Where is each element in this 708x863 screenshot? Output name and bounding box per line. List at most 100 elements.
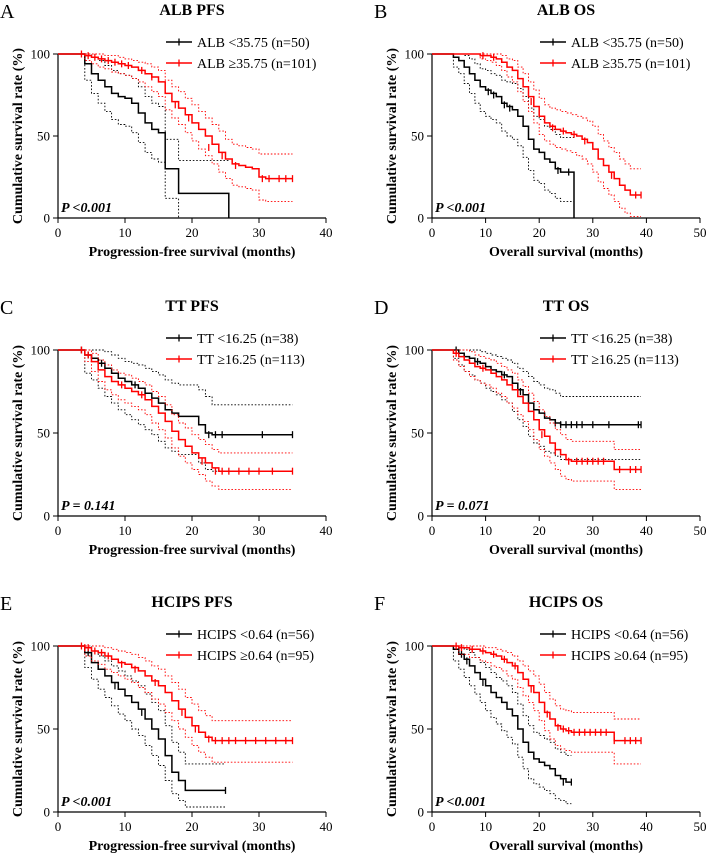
survival-curve <box>432 645 572 783</box>
legend-label: TT <16.25 (n=38) <box>571 332 673 347</box>
p-value-f: P <0.001 <box>435 795 486 810</box>
y-tick-label: 0 <box>418 211 425 226</box>
ci-upper-line <box>432 645 572 757</box>
y-tick-label: 0 <box>44 509 51 524</box>
legend-label: ALB <35.75 (n=50) <box>571 36 684 51</box>
x-tick-label: 0 <box>55 819 62 834</box>
x-tick-label: 10 <box>479 819 492 834</box>
survival-curve <box>432 53 641 196</box>
x-tick-label: 30 <box>586 819 599 834</box>
panel-c: C TT PFS 0 10 20 30 40 0 50 100 Progression-free s… <box>0 297 333 558</box>
legend-label: HCIPS <0.64 (n=56) <box>197 628 315 643</box>
chart-title-b: ALB OS <box>537 2 595 19</box>
survival-curve <box>432 645 641 742</box>
panel-letter-a: A <box>0 1 15 23</box>
panel-letter-e: E <box>0 593 12 615</box>
ci-lower-line <box>58 349 293 472</box>
x-tick-label: 30 <box>253 819 266 834</box>
x-tick-label: 10 <box>119 225 132 240</box>
x-tick-label: 30 <box>253 523 266 538</box>
x-tick-label: 10 <box>479 523 492 538</box>
x-tick-label: 20 <box>186 225 199 240</box>
x-tick-label: 0 <box>429 523 436 538</box>
legend-label: ALB ≥35.75 (n=101) <box>571 57 691 72</box>
legend-label: ALB <35.75 (n=50) <box>197 36 310 51</box>
ci-lower-line <box>432 645 641 765</box>
panel-letter-b: B <box>374 1 387 23</box>
y-tick-label: 0 <box>418 805 425 820</box>
x-tick-label: 40 <box>320 225 333 240</box>
ci-lower-line <box>432 645 572 805</box>
ci-upper-line <box>432 53 641 170</box>
ci-lower-line <box>432 53 641 217</box>
y-axis-label-a: Cumulative survival rate (%) <box>11 48 26 224</box>
panel-letter-c: C <box>0 297 13 319</box>
x-tick-label: 50 <box>694 819 707 834</box>
x-tick-label: 0 <box>55 225 62 240</box>
p-value-a: P <0.001 <box>61 201 112 216</box>
x-tick-label: 40 <box>640 523 653 538</box>
ci-lower-line <box>58 53 293 203</box>
panel-d: D TT OS 0 10 20 30 40 50 0 50 100 Overall survival … <box>374 297 707 558</box>
ci-lower-line <box>432 53 575 218</box>
y-tick-label: 100 <box>31 639 51 654</box>
x-tick-label: 50 <box>694 225 707 240</box>
legend-label: HCIPS ≥0.64 (n=95) <box>571 649 688 664</box>
x-tick-label: 30 <box>253 225 266 240</box>
y-axis-label-b: Cumulative survival rate (%) <box>385 48 400 224</box>
x-tick-label: 50 <box>694 523 707 538</box>
y-tick-label: 50 <box>411 129 424 144</box>
ci-lower-line <box>58 53 229 219</box>
y-axis-label-f: Cumulative survival rate (%) <box>385 641 400 817</box>
ci-upper-line <box>58 645 293 722</box>
x-tick-label: 20 <box>186 819 199 834</box>
y-tick-label: 50 <box>37 722 50 737</box>
series-b-high <box>432 52 642 217</box>
chart-title-d: TT OS <box>543 298 590 315</box>
x-tick-label: 40 <box>320 523 333 538</box>
x-tick-label: 20 <box>533 225 546 240</box>
ci-upper-line <box>432 349 641 397</box>
x-axis-label-a: Progression-free survival (months) <box>89 245 296 260</box>
legend-label: TT ≥16.25 (n=113) <box>197 353 305 368</box>
chart-title-e: HCIPS PFS <box>151 594 232 611</box>
legend-label: HCIPS <0.64 (n=56) <box>571 628 689 643</box>
series-e-high <box>58 642 294 763</box>
y-axis-label-e: Cumulative survival rate (%) <box>11 641 26 817</box>
chart-title-a: ALB PFS <box>159 2 224 19</box>
x-tick-label: 30 <box>586 523 599 538</box>
y-tick-label: 100 <box>405 639 425 654</box>
x-axis-label-c: Progression-free survival (months) <box>89 543 296 558</box>
series-a-low <box>58 53 230 219</box>
x-tick-label: 40 <box>640 225 653 240</box>
survival-curve <box>432 53 575 218</box>
legend-label: HCIPS ≥0.64 (n=95) <box>197 649 314 664</box>
y-tick-label: 0 <box>44 805 51 820</box>
ci-upper-line <box>432 645 641 720</box>
series-c-high <box>58 346 294 490</box>
survival-curve <box>432 349 641 471</box>
x-axis-label-e: Progression-free survival (months) <box>89 839 296 854</box>
y-axis-label-d: Cumulative survival rate (%) <box>385 345 400 521</box>
survival-curve <box>58 53 293 180</box>
x-tick-label: 40 <box>640 819 653 834</box>
x-axis-label-f: Overall survival (months) <box>489 839 643 854</box>
p-value-e: P <0.001 <box>61 795 112 810</box>
y-tick-label: 100 <box>31 47 51 62</box>
survival-curve <box>432 349 641 426</box>
y-tick-label: 0 <box>418 509 425 524</box>
x-tick-label: 40 <box>320 819 333 834</box>
panel-b: B ALB OS 0 10 20 30 40 50 0 50 100 Overall survival… <box>374 1 707 260</box>
p-value-d: P = 0.071 <box>435 499 490 514</box>
survival-curve <box>58 349 293 472</box>
p-value-b: P <0.001 <box>435 201 486 216</box>
x-tick-label: 0 <box>429 819 436 834</box>
y-tick-label: 50 <box>411 426 424 441</box>
legend-label: ALB ≥35.75 (n=101) <box>197 57 317 72</box>
x-tick-label: 30 <box>586 225 599 240</box>
x-tick-label: 10 <box>479 225 492 240</box>
y-tick-label: 100 <box>405 343 425 358</box>
survival-curve <box>58 53 230 218</box>
x-tick-label: 0 <box>55 523 62 538</box>
ci-upper-line <box>432 53 574 139</box>
